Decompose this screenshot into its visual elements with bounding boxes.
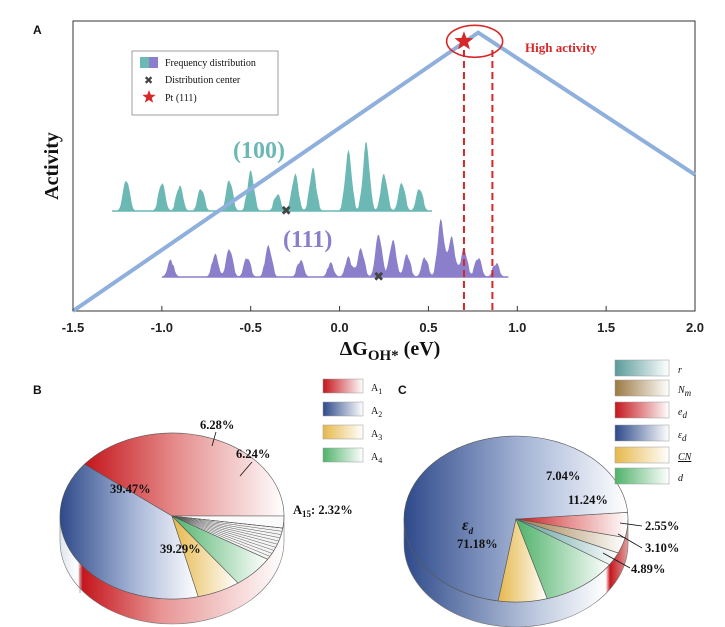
- pt111-star-icon: [454, 31, 474, 50]
- pie-c-label-r: 2.55%: [645, 519, 679, 533]
- legend-b-label-a4: A4: [371, 452, 382, 465]
- pie-c-slice-d: [515, 518, 611, 600]
- pie-c-label-ed: 4.89%: [631, 562, 665, 576]
- legend-b-swatch-a2: [322, 401, 364, 417]
- legend-c: r Nm ed εd CN d: [614, 359, 693, 485]
- pie-c-leader-ed: [602, 552, 631, 569]
- legend-b: A1 A2 A3 A4: [322, 378, 382, 465]
- x-tick-label: 1.0: [508, 320, 526, 335]
- pie-b-label-a15: A15: 2.32%: [293, 503, 353, 519]
- pie-b: [59, 432, 285, 600]
- legend-swatch-purple: [149, 57, 158, 68]
- distribution-center-100-icon: ✖: [281, 204, 292, 219]
- x-tick-label: -1.5: [62, 320, 84, 335]
- x-axis-title: ΔGOH* (eV): [340, 338, 441, 364]
- legend-c-label-ed: ed: [678, 407, 687, 420]
- x-axis-ticks: -1.5 -1.0 -0.5 0.0 0.5 1.0 1.5 2.0: [62, 306, 704, 335]
- panel-c-label: C: [398, 383, 407, 397]
- pie-b-minor-divider: [171, 515, 275, 551]
- pie-c-leader-r: [619, 522, 643, 527]
- high-activity-label: High activity: [525, 40, 597, 55]
- pie-c-label-nm: 3.10%: [645, 541, 679, 555]
- pie-c-label-epsd: 71.18%: [457, 537, 498, 551]
- distribution-area: [112, 142, 433, 211]
- legend-c-label-d: d: [678, 473, 684, 484]
- legend-c-label-cn: CN: [678, 452, 693, 463]
- panel-b-label: B: [33, 383, 42, 397]
- legend-c-swatch-nm: [614, 379, 670, 397]
- panel-b: B 39.47% 39.29% 6.28% 6.24% A15: 2.32% A…: [33, 378, 382, 625]
- legend-c-swatch-r: [614, 359, 670, 377]
- distribution-center-111-icon: ✖: [373, 270, 384, 285]
- pie-c-label-cn: 7.04%: [546, 469, 580, 483]
- x-tick-label: -1.0: [151, 320, 173, 335]
- pie-b-slice-a1: [83, 432, 285, 517]
- pie-b-minor-divider: [171, 515, 270, 557]
- distribution-100: [112, 142, 433, 212]
- distribution-111: [161, 218, 509, 278]
- legend-freq-label: Frequency distribution: [165, 58, 256, 69]
- legend-swatch-teal: [140, 57, 149, 68]
- distribution-area: [161, 218, 509, 277]
- legend-b-swatch-a1: [322, 378, 364, 394]
- legend-b-label-a3: A3: [371, 429, 382, 442]
- pie-c-label-eps-sym: εd: [462, 517, 474, 536]
- pie-b-label-a3: 6.28%: [200, 418, 234, 432]
- x-tick-label: -0.5: [240, 320, 262, 335]
- legend-c-label-r: r: [678, 365, 682, 376]
- legend-b-label-a2: A2: [371, 406, 382, 419]
- pie-b-minor-divider: [171, 515, 276, 548]
- panel-a: A High activity ✖ ✖ (100) (111) Frequenc…: [33, 20, 704, 364]
- legend-c-label-epsd: εd: [678, 430, 687, 443]
- pie-b-leader-a3: [211, 431, 217, 447]
- legend-c-label-nm: Nm: [677, 385, 692, 398]
- volcano-curve: [71, 30, 697, 313]
- pie-b-slice-a2: [59, 463, 199, 600]
- pie-b-minor-divider: [171, 515, 283, 532]
- pie-b-label-a2: 39.47%: [110, 482, 151, 496]
- pie-b-minor-divider: [171, 515, 282, 535]
- legend-c-swatch-d: [614, 467, 670, 485]
- pie-b-minor-divider: [171, 515, 283, 529]
- legend-b-swatch-a3: [322, 424, 364, 440]
- high-activity-ellipse: [445, 24, 504, 59]
- pie-c-label-d: 11.24%: [568, 493, 608, 507]
- legend-c-swatch-ed: [614, 401, 670, 419]
- legend-center-label: Distribution center: [165, 75, 241, 86]
- pie-b-minor-divider: [171, 515, 281, 539]
- series-label-100: (100): [233, 138, 285, 164]
- series-label-111: (111): [283, 227, 332, 253]
- pie-b-minor-divider: [171, 515, 278, 545]
- pie-b-minor-divider: [171, 515, 279, 542]
- panel-a-label: A: [33, 23, 42, 37]
- x-tick-label: 0.5: [419, 320, 437, 335]
- x-tick-label: 0.0: [331, 320, 349, 335]
- pie-b-leader-a4: [239, 461, 253, 477]
- pie-b-minor-divider: [171, 515, 268, 560]
- legend-c-swatch-cn: [614, 446, 670, 464]
- pie-c-leader-nm: [617, 533, 643, 549]
- pie-b-label-a4: 6.24%: [236, 447, 270, 461]
- x-tick-label: 1.5: [597, 320, 615, 335]
- legend-center-icon: ✖: [144, 74, 153, 87]
- legend-a: Frequency distribution ✖ Distribution ce…: [131, 50, 279, 116]
- y-axis-title: Activity: [41, 132, 63, 200]
- pie-c-slice-nm: [515, 518, 626, 554]
- plot-frame: [72, 20, 696, 312]
- legend-star-icon: [142, 90, 156, 103]
- pie-c: [403, 435, 629, 603]
- pie-b-label-a1: 39.29%: [160, 542, 201, 556]
- legend-c-swatch-epsd: [614, 424, 670, 442]
- x-tick-label: 2.0: [686, 320, 704, 335]
- legend-pt-label: Pt (111): [165, 93, 197, 104]
- legend-b-label-a1: A1: [371, 383, 382, 396]
- legend-b-swatch-a4: [322, 447, 364, 463]
- pie-b-minor-divider: [171, 515, 273, 554]
- panel-c: C εd 71.18% 7.04% 11.24% 2.55% 3.10% 4.8…: [398, 359, 693, 627]
